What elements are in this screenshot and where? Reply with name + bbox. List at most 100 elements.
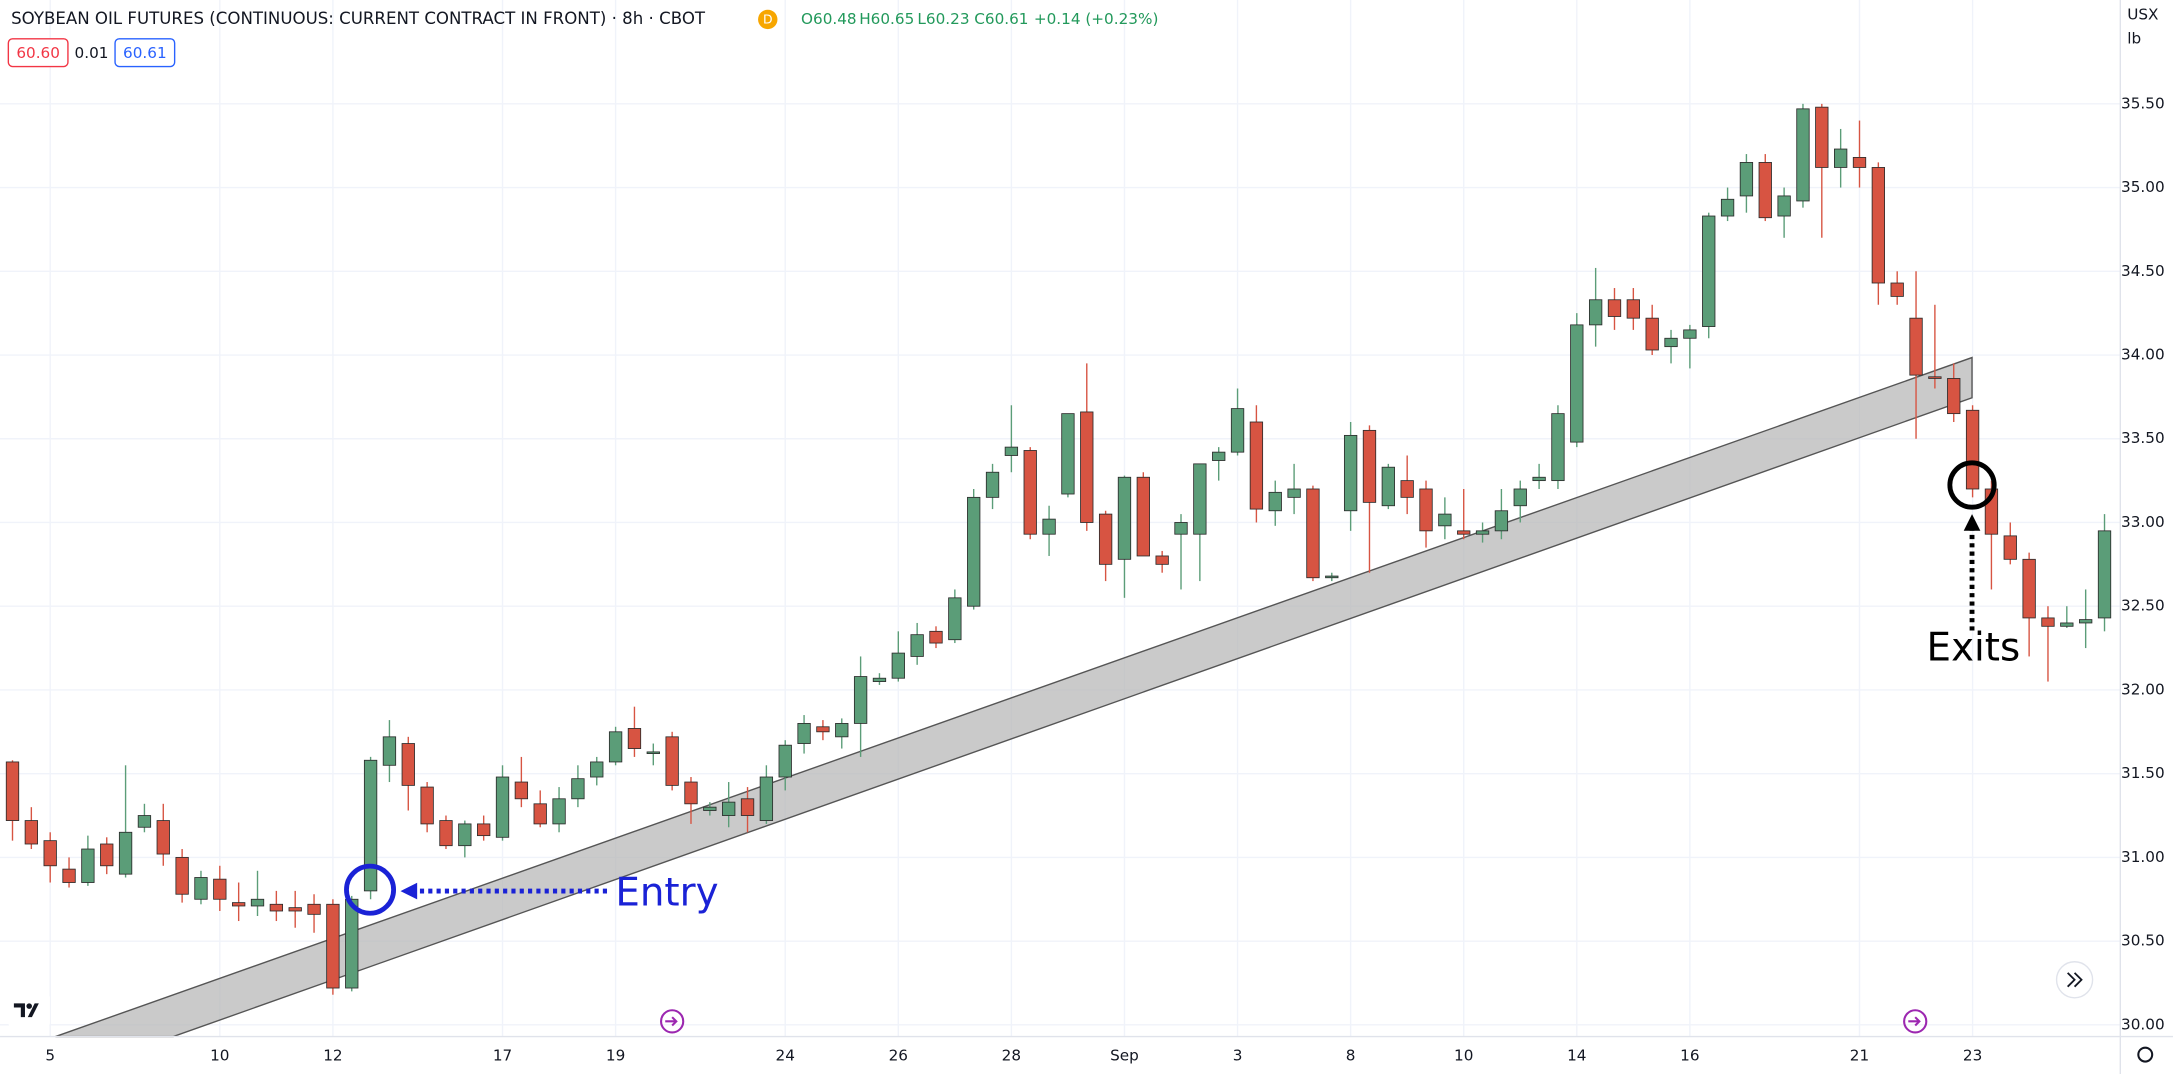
- candle-body: [2041, 617, 2055, 627]
- candle-body: [1494, 510, 1509, 532]
- candle-body: [816, 726, 830, 733]
- y-tick-label: 31.00: [2121, 848, 2165, 866]
- event-icon[interactable]: [660, 1009, 685, 1034]
- candle-body: [1212, 451, 1226, 461]
- x-tick-label: 24: [776, 1046, 795, 1064]
- candle-body: [439, 820, 453, 847]
- x-tick-label: 5: [45, 1046, 55, 1064]
- candle-body: [1758, 162, 1772, 219]
- x-tick-label: 17: [493, 1046, 512, 1064]
- logo[interactable]: [13, 1003, 39, 1018]
- candle-body: [477, 823, 491, 837]
- candle-body: [100, 843, 114, 867]
- candle-body: [797, 723, 811, 744]
- candle-body: [703, 806, 717, 811]
- candle-body: [118, 831, 133, 875]
- candle-body: [929, 630, 943, 644]
- candle-body: [1513, 488, 1527, 507]
- candle-body: [910, 634, 924, 657]
- candle-body: [1023, 450, 1037, 535]
- candles: [5, 103, 2112, 995]
- entry-circle: [344, 863, 397, 916]
- ohlc-open: O60.48: [801, 10, 857, 28]
- y-tick-label: 34.00: [2121, 346, 2165, 364]
- candle-body: [1400, 480, 1414, 498]
- entry-label: Entry: [615, 871, 718, 916]
- candle-body: [1343, 434, 1358, 512]
- candle-body: [81, 848, 95, 883]
- candle-body: [1381, 466, 1395, 507]
- candle-body: [1777, 195, 1791, 217]
- unit[interactable]: lb: [2127, 29, 2141, 47]
- exit-arrowhead: [1963, 514, 1981, 531]
- axes: 30.00 30.50 31.00 31.50 32.00 32.50 33.00 33.50…: [45, 94, 2164, 1064]
- sell-price[interactable]: 60.60: [16, 44, 60, 62]
- candle-body: [1720, 198, 1735, 217]
- x-tick-label: 8: [1346, 1046, 1356, 1064]
- candle-body: [1098, 513, 1113, 565]
- candle-body: [740, 798, 755, 816]
- candle-body: [1325, 575, 1339, 579]
- settings-icon[interactable]: [2137, 1046, 2154, 1063]
- exit-label: Exits: [1927, 625, 2021, 670]
- buy-box[interactable]: [114, 38, 176, 68]
- event-arrow: [665, 1016, 678, 1027]
- x-tick-label: 14: [1567, 1046, 1586, 1064]
- candle-body: [759, 776, 774, 821]
- candle-body: [985, 471, 1000, 498]
- sell-box[interactable]: [7, 38, 69, 68]
- candle-body: [1174, 522, 1188, 535]
- x-tick-label: 28: [1002, 1046, 1021, 1064]
- candle-body: [552, 798, 566, 825]
- candle-body: [1815, 106, 1829, 168]
- candle-body: [1080, 411, 1094, 523]
- candle-body: [1438, 513, 1452, 527]
- candle-body: [1004, 446, 1019, 456]
- candle-body: [2060, 622, 2074, 627]
- y-tick-label: 35.50: [2121, 94, 2165, 112]
- y-tick-label: 33.50: [2121, 429, 2165, 447]
- y-tick-label: 30.00: [2121, 1015, 2165, 1033]
- candle-body: [1287, 488, 1301, 498]
- badge: D: [763, 12, 773, 27]
- candle-body: [1588, 299, 1603, 326]
- candle-body: [24, 820, 38, 845]
- currency[interactable]: USX: [2127, 6, 2158, 24]
- candle-body: [684, 781, 698, 805]
- candle-body: [1532, 476, 1546, 482]
- candle-body: [891, 652, 905, 679]
- x-tick-label: 10: [1454, 1046, 1473, 1064]
- candle-body: [250, 898, 265, 907]
- candle-body: [194, 877, 208, 900]
- candle-body: [1852, 156, 1867, 168]
- candle-body: [1947, 378, 1961, 415]
- candle-body: [1909, 317, 1923, 376]
- y-tick-label: 33.00: [2121, 513, 2165, 531]
- buy-price[interactable]: 60.61: [123, 44, 167, 62]
- candle-body: [1306, 488, 1320, 579]
- candle-body: [1626, 299, 1640, 319]
- candle-body: [835, 723, 849, 738]
- candle-body: [288, 907, 302, 912]
- candle-body: [1664, 337, 1678, 348]
- candle-body: [872, 677, 887, 682]
- x-tick-label: 16: [1680, 1046, 1699, 1064]
- logo-bg[interactable]: [8, 992, 50, 1029]
- candle-body: [1362, 429, 1377, 503]
- candle-body: [2079, 619, 2093, 624]
- candle-body: [2097, 530, 2112, 619]
- ohlc-low: L60.23: [917, 10, 969, 28]
- candle-body: [1268, 491, 1282, 512]
- candle-body: [175, 856, 189, 895]
- candle-body: [458, 823, 472, 847]
- candle-body: [1570, 324, 1584, 443]
- event-icon[interactable]: [1903, 1009, 1928, 1034]
- candle-body: [1796, 108, 1810, 202]
- candle-body: [1890, 282, 1904, 297]
- entry-arrowhead: [400, 882, 418, 900]
- candle-body: [722, 801, 736, 816]
- ohlc-high: H60.65: [859, 10, 914, 28]
- candle-body: [269, 903, 284, 912]
